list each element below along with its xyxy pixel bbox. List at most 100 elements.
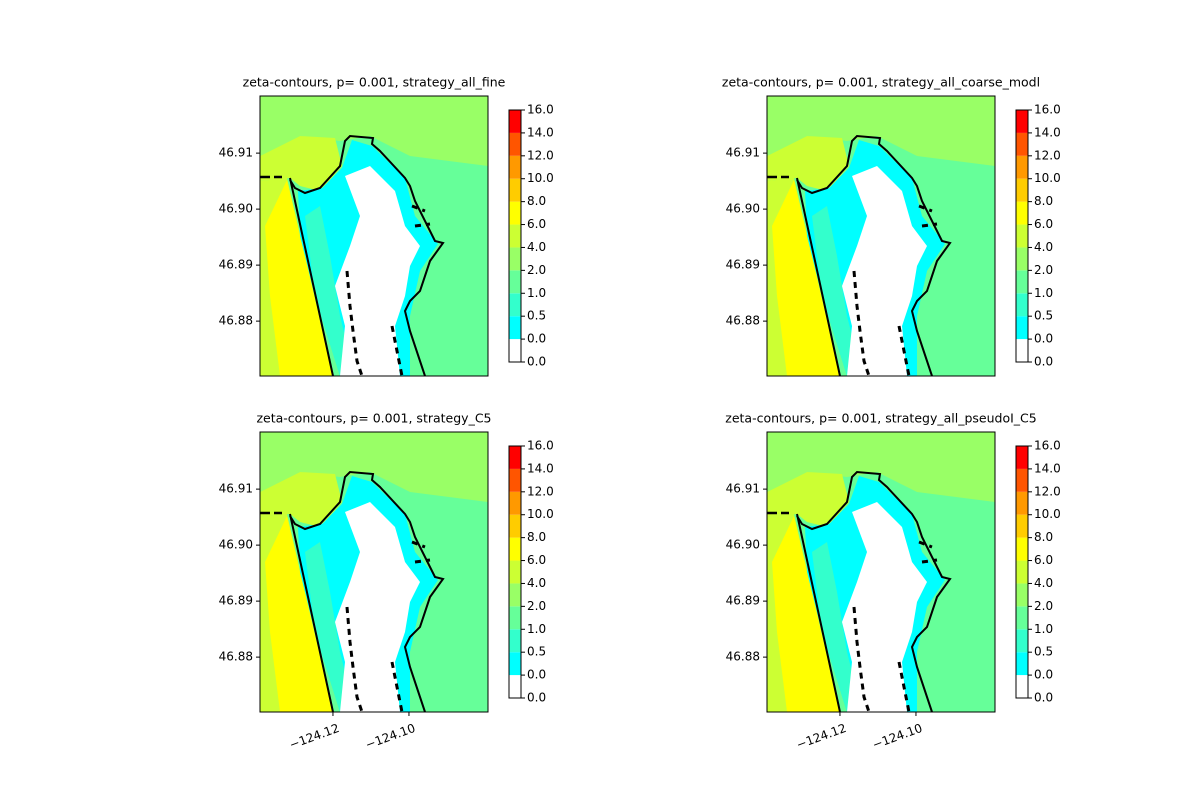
- colorbar-bin: [509, 583, 521, 607]
- colorbar-bin: [509, 224, 521, 248]
- colorbar-tick-label: 0.0: [1034, 332, 1053, 346]
- colorbar-tick-label: 8.0: [527, 530, 546, 544]
- colorbar-tick-label: 16.0: [1034, 103, 1061, 117]
- colorbar-tick-label: 0.0: [1034, 691, 1053, 705]
- colorbar-bin: [1016, 583, 1028, 607]
- contour-region: [842, 502, 927, 712]
- colorbar-tick-label: 2.0: [527, 263, 546, 277]
- colorbar-tick-label: 0.0: [527, 355, 546, 369]
- colorbar-tick-label: 10.0: [527, 507, 554, 521]
- colorbar-bin: [1016, 468, 1028, 492]
- map-panel: [767, 96, 995, 377]
- colorbar-tick-label: 6.0: [1034, 217, 1053, 231]
- x-tick-label: −124.12: [287, 721, 341, 752]
- colorbar-bin: [1016, 446, 1028, 469]
- colorbar-tick-label: 4.0: [1034, 240, 1053, 254]
- colorbar-bin: [1016, 247, 1028, 271]
- colorbar-bin: [1016, 491, 1028, 515]
- colorbar-tick-label: 0.5: [1034, 645, 1053, 659]
- colorbar-bin: [1016, 201, 1028, 225]
- colorbar-bin: [509, 514, 521, 538]
- colorbar-tick-label: 8.0: [527, 194, 546, 208]
- island: [345, 204, 431, 377]
- colorbar-tick-label: 14.0: [527, 461, 554, 475]
- colorbar-tick-label: 12.0: [1034, 148, 1061, 162]
- colorbar-bin: [1016, 224, 1028, 248]
- y-tick-label: 46.89: [219, 258, 253, 272]
- contour-region: [842, 166, 927, 376]
- x-tick-label: −124.10: [870, 721, 924, 752]
- subplot-title: zeta-contours, p= 0.001, strategy_all_co…: [722, 75, 1040, 90]
- colorbar-tick-label: 0.0: [527, 332, 546, 346]
- colorbar-tick-label: 0.5: [527, 645, 546, 659]
- colorbar-tick-label: 10.0: [1034, 507, 1061, 521]
- colorbar-tick-label: 8.0: [1034, 530, 1053, 544]
- colorbar-bin: [509, 270, 521, 294]
- colorbar-bin: [509, 606, 521, 630]
- y-tick-label: 46.88: [219, 314, 253, 328]
- colorbar-bin: [509, 560, 521, 584]
- y-tick-label: 46.89: [726, 258, 760, 272]
- contour-region: [767, 432, 995, 502]
- colorbar-tick-label: 10.0: [1034, 171, 1061, 185]
- colorbar-bin: [509, 247, 521, 271]
- colorbar-bin: [1016, 178, 1028, 202]
- map-panel: [260, 432, 488, 713]
- colorbar-tick-label: 12.0: [527, 484, 554, 498]
- colorbar-frame: [1015, 109, 1029, 363]
- colorbar-tick-label: 2.0: [1034, 599, 1053, 613]
- contour-region: [335, 166, 420, 376]
- contour-region: [767, 96, 995, 166]
- y-tick-label: 46.89: [219, 594, 253, 608]
- subplot-title: zeta-contours, p= 0.001, strategy_all_ps…: [725, 411, 1036, 426]
- colorbar-bin: [509, 293, 521, 317]
- colorbar-bin: [509, 178, 521, 202]
- contour-region: [260, 96, 488, 166]
- axes-frame: [766, 431, 996, 713]
- y-tick-label: 46.88: [726, 314, 760, 328]
- colorbar-bin: [509, 491, 521, 515]
- island: [852, 540, 938, 713]
- colorbar-frame: [1015, 445, 1029, 699]
- y-tick-label: 46.90: [219, 202, 253, 216]
- colorbar-bin: [509, 339, 521, 362]
- colorbar-frame: [508, 445, 522, 699]
- colorbar-bin: [509, 652, 521, 676]
- colorbar-tick-label: 4.0: [1034, 576, 1053, 590]
- colorbar-tick-label: 12.0: [527, 148, 554, 162]
- colorbar-tick-label: 6.0: [527, 217, 546, 231]
- axes-frame: [259, 95, 489, 377]
- colorbar-bin: [509, 155, 521, 179]
- colorbar-tick-label: 2.0: [1034, 263, 1053, 277]
- colorbar-tick-label: 0.5: [527, 309, 546, 323]
- contour-region: [772, 180, 840, 376]
- colorbar-bin: [509, 110, 521, 133]
- colorbar-tick-label: 12.0: [1034, 484, 1061, 498]
- contour-region: [335, 502, 420, 712]
- colorbar-bin: [1016, 514, 1028, 538]
- colorbar-tick-label: 10.0: [527, 171, 554, 185]
- colorbar-tick-label: 16.0: [527, 103, 554, 117]
- colorbar-tick-label: 14.0: [1034, 461, 1061, 475]
- colorbar-bin: [509, 468, 521, 492]
- colorbar-bin: [1016, 537, 1028, 561]
- colorbar-tick-label: 1.0: [1034, 286, 1053, 300]
- colorbar-tick-label: 0.0: [527, 691, 546, 705]
- y-tick-label: 46.90: [219, 538, 253, 552]
- coastline: [289, 134, 445, 377]
- colorbar-tick-label: 14.0: [1034, 125, 1061, 139]
- colorbar-tick-label: 0.5: [1034, 309, 1053, 323]
- y-tick-label: 46.91: [219, 146, 253, 160]
- colorbar-bin: [509, 201, 521, 225]
- colorbar-tick-label: 16.0: [1034, 439, 1061, 453]
- colorbar-bin: [509, 675, 521, 698]
- colorbar-tick-label: 1.0: [527, 286, 546, 300]
- colorbar-tick-label: 16.0: [527, 439, 554, 453]
- contour-region: [265, 180, 333, 376]
- colorbar-bin: [509, 446, 521, 469]
- colorbar-bin: [1016, 560, 1028, 584]
- subplot-title: zeta-contours, p= 0.001, strategy_C5: [256, 411, 491, 426]
- x-tick-label: −124.10: [363, 721, 417, 752]
- colorbar-bin: [1016, 675, 1028, 698]
